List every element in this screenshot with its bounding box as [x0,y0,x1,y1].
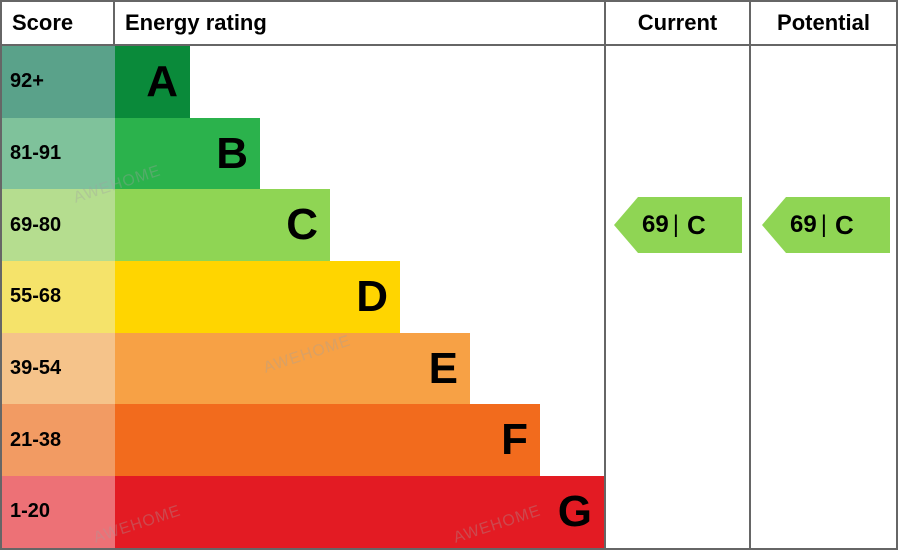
band-letter: F [501,418,528,462]
marker-current-letter: C [687,210,706,241]
band-bar: F [115,404,540,476]
band-row-a: 92+ A [2,46,896,118]
energy-rating-chart: Score Energy rating Current Potential 92… [0,0,898,550]
band-bar: E [115,333,470,405]
marker-potential-letter: C [835,210,854,241]
band-bar: B [115,118,260,190]
band-bar: G [115,476,604,548]
band-score-label: 69-80 [2,189,115,261]
band-row-b: 81-91 B [2,118,896,190]
chart-body: 92+A81-91B69-80C55-68D39-54E21-38F1-20G … [2,46,896,548]
band-row-e: 39-54 E [2,333,896,405]
header-row: Score Energy rating Current Potential [2,2,896,46]
band-score-label: 1-20 [2,476,115,548]
header-current: Current [606,2,751,44]
band-letter: C [286,203,318,247]
band-letter: G [558,490,592,534]
band-bar: A [115,46,190,118]
marker-current: 69 | C [614,197,742,253]
band-letter: D [356,275,388,319]
band-bar: C [115,189,330,261]
band-letter: E [429,347,458,391]
band-score-label: 39-54 [2,333,115,405]
band-row-g: 1-20 G [2,476,896,548]
band-score-label: 55-68 [2,261,115,333]
marker-potential-value: 69 [790,211,817,239]
band-score-label: 21-38 [2,404,115,476]
band-letter: B [216,132,248,176]
band-row-f: 21-38 F [2,404,896,476]
marker-potential: 69 | C [762,197,890,253]
header-rating: Energy rating [115,2,606,44]
header-score: Score [2,2,115,44]
band-score-label: 81-91 [2,118,115,190]
band-score-label: 92+ [2,46,115,118]
marker-separator: | [673,211,679,239]
band-letter: A [146,60,178,104]
marker-current-value: 69 [642,211,669,239]
header-potential: Potential [751,2,896,44]
band-row-d: 55-68 D [2,261,896,333]
band-bar: D [115,261,400,333]
marker-separator: | [821,211,827,239]
